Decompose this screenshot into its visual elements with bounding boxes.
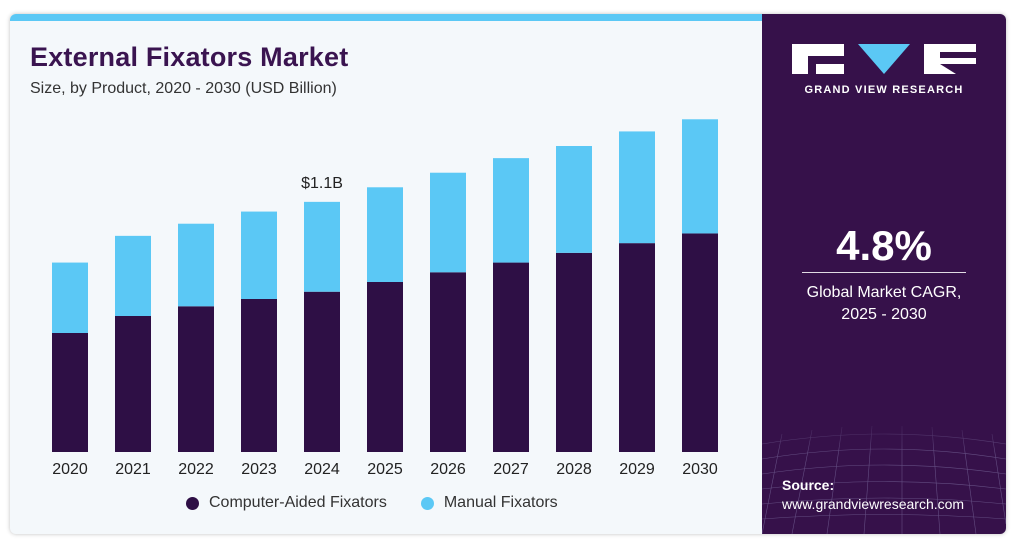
infographic-card: External Fixators Market Size, by Produc… xyxy=(10,14,1006,534)
bar-manual-2020 xyxy=(52,262,88,333)
brand-name: GRAND VIEW RESEARCH xyxy=(804,84,964,96)
bar-manual-2027 xyxy=(493,158,529,263)
bar-computer-aided-2030 xyxy=(682,233,718,452)
x-tick-label-2025: 2025 xyxy=(367,461,403,478)
x-tick-label-2027: 2027 xyxy=(493,461,529,478)
legend-label-manual: Manual Fixators xyxy=(443,494,558,511)
cagr-value: 4.8% xyxy=(836,222,932,269)
bar-computer-aided-2023 xyxy=(241,299,277,452)
x-tick-label-2026: 2026 xyxy=(430,461,466,478)
bar-computer-aided-2027 xyxy=(493,262,529,452)
bar-manual-2026 xyxy=(430,172,466,273)
chart-subtitle: Size, by Product, 2020 - 2030 (USD Billi… xyxy=(30,80,337,97)
legend-label-computer-aided: Computer-Aided Fixators xyxy=(209,494,387,511)
bar-manual-2022 xyxy=(178,223,214,307)
x-tick-label-2028: 2028 xyxy=(556,461,592,478)
x-tick-label-2023: 2023 xyxy=(241,461,277,478)
source-block: Source: www.grandviewresearch.com xyxy=(782,476,964,514)
bar-computer-aided-2026 xyxy=(430,272,466,452)
legend-item-computer-aided: Computer-Aided Fixators xyxy=(186,494,387,512)
cagr-divider xyxy=(802,272,966,273)
bar-chart: 2020 2021 2022 2023 2024 $1.1B 2025 2026 2027 202… xyxy=(52,119,718,478)
legend-swatch-computer-aided xyxy=(186,496,199,510)
x-tick-label-2024: 2024 xyxy=(304,461,340,478)
grand-view-research-logo-icon xyxy=(792,44,976,74)
source-url: www.grandviewresearch.com xyxy=(782,496,965,512)
x-tick-label-2029: 2029 xyxy=(619,461,655,478)
chart-legend: Computer-Aided Fixators Manual Fixators xyxy=(186,494,592,512)
bar-manual-2024 xyxy=(304,201,340,292)
bar-manual-2025 xyxy=(367,187,403,282)
bar-manual-2028 xyxy=(556,146,592,253)
bar-manual-2021 xyxy=(115,235,151,316)
decorative-grid-background xyxy=(762,414,1006,534)
bar-computer-aided-2029 xyxy=(619,243,655,452)
bar-computer-aided-2025 xyxy=(367,282,403,452)
bar-computer-aided-2024 xyxy=(304,291,340,452)
source-label: Source: xyxy=(782,477,835,493)
bar-computer-aided-2020 xyxy=(52,333,88,452)
bar-computer-aided-2021 xyxy=(115,316,151,452)
x-tick-label-2022: 2022 xyxy=(178,461,214,478)
cagr-label-line2: 2025 - 2030 xyxy=(841,306,927,323)
x-tick-label-2021: 2021 xyxy=(115,461,151,478)
x-tick-label-2020: 2020 xyxy=(52,461,88,478)
top-accent-bar xyxy=(10,14,762,21)
x-tick-label-2030: 2030 xyxy=(682,461,718,478)
chart-title: External Fixators Market xyxy=(30,42,349,72)
cagr-label-line1: Global Market CAGR, xyxy=(806,284,962,301)
data-label-2024: $1.1B xyxy=(301,175,343,192)
bar-manual-2023 xyxy=(241,211,277,299)
bar-manual-2030 xyxy=(682,119,718,234)
cagr-label: Global Market CAGR, 2025 - 2030 xyxy=(762,282,1006,326)
bar-computer-aided-2028 xyxy=(556,252,592,452)
bar-computer-aided-2022 xyxy=(178,306,214,452)
side-panel: GRAND VIEW RESEARCH 4.8% Global Market C… xyxy=(762,14,1006,534)
bar-manual-2029 xyxy=(619,131,655,244)
legend-item-manual: Manual Fixators xyxy=(420,494,558,512)
legend-swatch-manual xyxy=(420,496,434,510)
